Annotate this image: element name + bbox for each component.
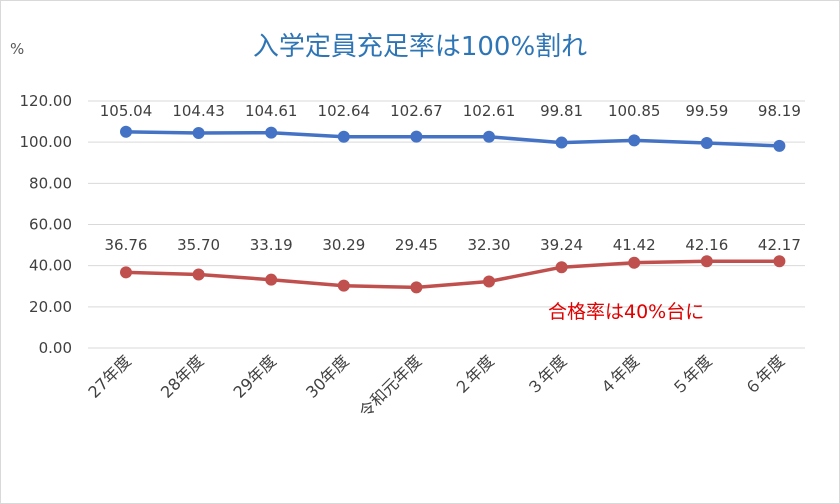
- data-label-1: 104.43: [172, 102, 225, 120]
- data-point-2: [773, 255, 786, 268]
- data-point-1: [700, 137, 713, 150]
- y-tick-label: 0.00: [39, 339, 72, 357]
- y-tick-label: 20.00: [29, 298, 72, 316]
- x-tick-label: ５年度: [668, 351, 715, 398]
- data-point-2: [483, 275, 495, 288]
- data-point-1: [483, 130, 495, 143]
- x-tick-label: ３年度: [523, 351, 570, 398]
- data-point-1: [555, 136, 568, 149]
- data-point-2: [265, 273, 278, 286]
- data-label-2: 42.16: [685, 236, 728, 254]
- y-tick-label: 80.00: [29, 174, 72, 192]
- data-label-2: 35.70: [177, 236, 220, 254]
- data-point-1: [120, 125, 132, 138]
- x-tick-label: ４年度: [596, 351, 643, 398]
- data-point-2: [192, 268, 205, 281]
- data-point-2: [120, 266, 132, 279]
- data-point-1: [337, 130, 350, 143]
- data-label-2: 30.29: [322, 236, 365, 254]
- data-label-1: 104.61: [245, 102, 298, 120]
- data-label-1: 98.19: [758, 102, 801, 120]
- x-tick-label: ６年度: [741, 351, 788, 398]
- data-point-1: [192, 127, 205, 140]
- data-label-2: 33.19: [250, 236, 293, 254]
- data-label-2: 41.42: [613, 236, 656, 254]
- data-label-1: 99.81: [540, 102, 583, 120]
- y-tick-label: 60.00: [29, 216, 72, 234]
- data-label-2: 32.30: [468, 236, 511, 254]
- annotation-pass-rate: 合格率は40%台に: [548, 301, 704, 323]
- data-point-2: [628, 256, 641, 269]
- y-tick-label: 100.00: [20, 133, 73, 151]
- x-tick-label: ２年度: [450, 351, 497, 398]
- x-tick-label: 29年度: [230, 351, 280, 401]
- x-tick-label: 令和元年度: [355, 351, 425, 421]
- x-tick-label: 27年度: [84, 351, 134, 401]
- data-labels: 105.04 104.43 104.61 102.64 102.67 102.61 99.8…: [100, 102, 801, 254]
- data-label-1: 102.61: [463, 102, 516, 120]
- data-label-2: 29.45: [395, 236, 438, 254]
- data-label-1: 99.59: [685, 102, 728, 120]
- data-label-1: 102.64: [318, 102, 371, 120]
- x-tick-label: 28年度: [157, 351, 207, 401]
- data-point-2: [410, 281, 423, 294]
- data-label-2: 42.17: [758, 236, 801, 254]
- series-points: [120, 125, 786, 294]
- series-line-2: [124, 259, 782, 290]
- y-axis-ticks: 0.00 20.00 40.00 60.00 80.00 100.00 120.00: [20, 92, 73, 357]
- data-label-1: 105.04: [100, 102, 153, 120]
- data-point-1: [628, 134, 641, 147]
- chart-title: 入学定員充足率は100%割れ: [252, 32, 588, 62]
- series-lines: [124, 130, 782, 290]
- data-point-1: [265, 126, 278, 139]
- data-point-1: [410, 130, 423, 143]
- data-label-1: 100.85: [608, 102, 661, 120]
- x-tick-label: 30年度: [302, 351, 352, 401]
- data-point-2: [337, 279, 350, 292]
- data-point-2: [700, 255, 713, 268]
- y-axis-unit-label: %: [10, 40, 25, 58]
- x-axis-ticks: 27年度 28年度 29年度 30年度 令和元年度 ２年度 ３年度 ４年度 ５年度 ６年度: [84, 351, 788, 421]
- y-tick-label: 40.00: [29, 257, 72, 275]
- data-label-2: 36.76: [105, 236, 148, 254]
- y-tick-label: 120.00: [20, 92, 73, 110]
- data-label-1: 102.67: [390, 102, 443, 120]
- data-label-2: 39.24: [540, 236, 583, 254]
- series-line-1: [124, 130, 782, 148]
- data-point-2: [555, 261, 568, 274]
- data-point-1: [773, 139, 786, 152]
